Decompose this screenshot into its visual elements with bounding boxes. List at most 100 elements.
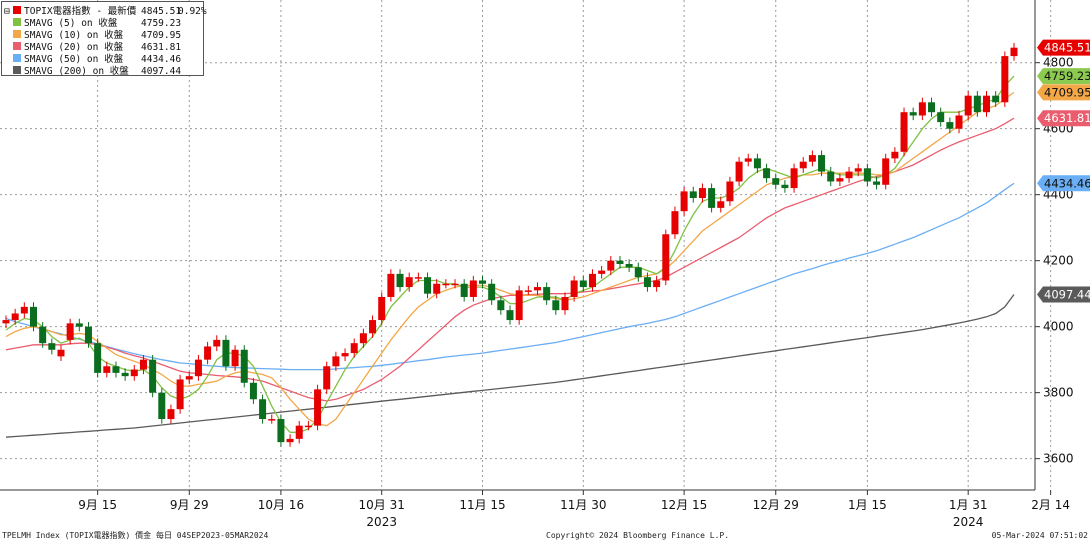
candle-body [29,306,37,327]
candle-body [625,263,633,268]
legend-swatch [13,54,21,62]
candle-body [323,366,331,390]
candle-body [964,95,972,116]
candle-body [84,326,92,344]
candle-body [497,300,505,311]
moving-average-layer [5,75,1015,438]
candle-body [524,290,532,292]
candle-body [854,168,862,172]
x-tick-label: 12月 29 [753,498,799,512]
candle-body [359,333,367,344]
legend-series-value: 4845.51 [141,6,181,17]
price-tag-text: 4097.44 [1044,288,1090,302]
ma-line [5,294,1015,438]
footer-center: Copyright© 2024 Bloomberg Finance L.P. [546,531,729,540]
price-tag-text: 4845.51 [1044,41,1090,55]
candle-body [20,306,28,314]
candle-body [616,260,624,264]
price-tag-bg [1037,84,1090,101]
candle-body [112,366,120,373]
candle-body [891,151,899,159]
candle-body [973,95,981,113]
candle-body [698,188,706,198]
candle-body [94,343,102,373]
x-tick-label: 11月 15 [459,498,505,512]
legend-series-name: SMAVG (10) on 收盤 [24,29,124,41]
y-tick-label: 4800 [1043,56,1074,70]
candle-body [369,320,377,334]
candle-body [405,277,413,288]
candle-body [167,409,175,420]
candle-body [735,161,743,182]
candle-body [130,369,138,377]
candle-body [689,191,697,198]
candle-body [103,366,111,373]
candle-body [378,296,386,321]
x-tick-label: 1月 31 [949,498,988,512]
legend-swatch [13,6,21,14]
candle-body [634,267,642,278]
candle-body [506,310,514,321]
candle-body [552,300,560,311]
candle-body [845,171,853,179]
x-tick-label: 10月 16 [258,498,304,512]
legend-series-name: TOPIX電器指數 - 最新價 [24,5,137,17]
candle-body [249,382,257,400]
candle-body [928,102,936,113]
candle-body [222,339,230,367]
candle-body [479,280,487,284]
candle-body [918,102,926,116]
candle-body [451,283,459,286]
legend-box: TOPIX電器指數 - 最新價 4845.51 SMAVG (5) on 收盤 475… [1,1,207,77]
candle-body [414,277,422,279]
candle-body [424,277,432,294]
candle-body [158,392,166,420]
candle-body [350,343,358,354]
footer: TPELMH Index (TOPIX電器指數) 價金 每日 04SEP2023… [2,530,1088,540]
x-tick-label: 2月 14 [1031,498,1070,512]
footer-right: 05-Mar-2024 07:51:02 [992,531,1089,540]
candle-body [588,273,596,288]
candle-body [185,376,193,380]
y-tick-label: 3600 [1043,452,1074,466]
candle-body [304,425,312,428]
grid-layer [0,0,1052,490]
candle-body [579,280,587,288]
candle-body [139,359,147,370]
candle-body [607,260,615,271]
candle-body [442,283,450,286]
legend-swatch [13,66,21,74]
legend-swatch [13,42,21,50]
candle-body [680,191,688,212]
price-tag-text: 4631.81 [1044,111,1090,125]
x-tick-label: 9月 15 [78,498,117,512]
candle-body [213,339,221,347]
candle-body [341,353,349,357]
legend-series-value: 4434.46 [141,54,181,65]
legend-series-name: SMAVG (50) on 收盤 [24,53,124,65]
candle-body [900,112,908,152]
candle-body [240,349,248,383]
candle-body [708,188,716,208]
candle-body [717,201,725,208]
x-tick-label: 10月 31 [359,498,405,512]
candle-body [772,178,780,185]
candle-body [176,379,184,410]
legend-series-value: 4709.95 [141,30,181,41]
candle-body [946,122,954,129]
candle-body [149,359,157,393]
candle-body [983,95,991,113]
candle-body [259,399,267,420]
candle-body [387,273,395,297]
candle-body [873,181,881,185]
candle-body [121,372,129,377]
candle-body [1010,47,1018,57]
y-tick-label: 3800 [1043,386,1074,400]
price-tag-layer: 4845.51 4759.23 4709.95 4631.81 4434.46 4097.… [1037,39,1090,303]
candle-body [75,323,83,327]
candle-body [515,290,523,321]
candle-body [1001,56,1009,103]
candle-body [662,234,670,281]
ma-line [5,91,1015,427]
